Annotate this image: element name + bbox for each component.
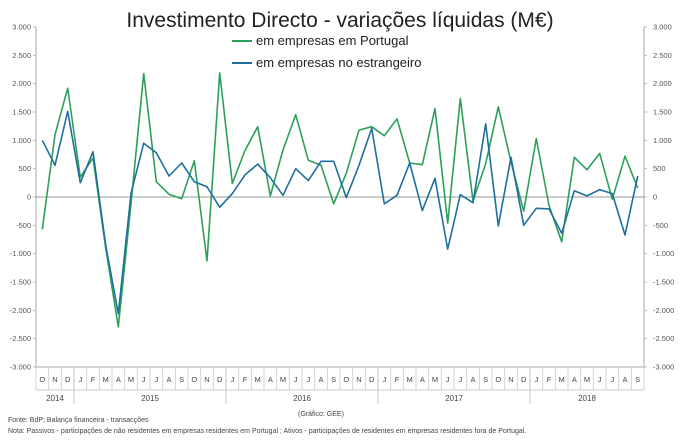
year-label: 2014 bbox=[46, 394, 64, 403]
year-label: 2017 bbox=[445, 394, 463, 403]
y-tick-label: -1.000 bbox=[10, 249, 31, 258]
y-tick-label: 1.000 bbox=[653, 136, 672, 145]
legend: em empresas em Portugal em empresas no e… bbox=[232, 33, 421, 70]
footnote: Nota: Passivos - participações de não re… bbox=[8, 428, 526, 435]
x-tick-label: A bbox=[470, 375, 475, 384]
y-tick-label: -500 bbox=[653, 221, 668, 230]
y-tick-label: 1.500 bbox=[12, 108, 31, 117]
x-tick-label: N bbox=[52, 375, 57, 384]
x-tick-label: S bbox=[331, 375, 336, 384]
x-tick-label: M bbox=[255, 375, 261, 384]
x-tick-label: M bbox=[103, 375, 109, 384]
y-tick-label: -3.000 bbox=[653, 363, 674, 372]
legend-label-abroad: em empresas no estrangeiro bbox=[256, 55, 421, 70]
y-tick-label: 2.500 bbox=[12, 51, 31, 60]
y-tick-label: 500 bbox=[18, 164, 31, 173]
y-tick-label: -2.500 bbox=[653, 334, 674, 343]
x-tick-label: J bbox=[142, 375, 146, 384]
x-tick-label: M bbox=[432, 375, 438, 384]
year-label: 2015 bbox=[141, 394, 159, 403]
year-label: 2018 bbox=[578, 394, 596, 403]
x-tick-label: M bbox=[407, 375, 413, 384]
year-label: 2016 bbox=[293, 394, 311, 403]
x-tick-label: A bbox=[420, 375, 425, 384]
x-tick-label: J bbox=[446, 375, 450, 384]
x-tick-label: J bbox=[230, 375, 234, 384]
x-tick-label: F bbox=[547, 375, 552, 384]
x-tick-label: A bbox=[318, 375, 323, 384]
x-tick-label: D bbox=[521, 375, 527, 384]
x-tick-label: J bbox=[306, 375, 310, 384]
x-tick-label: S bbox=[483, 375, 488, 384]
y-tick-label: 0 bbox=[653, 193, 657, 202]
y-tick-label: -1.500 bbox=[10, 278, 31, 287]
y-tick-label: -2.000 bbox=[653, 306, 674, 315]
x-tick-label: S bbox=[635, 375, 640, 384]
x-tick-label: D bbox=[217, 375, 223, 384]
y-tick-label: 3.000 bbox=[653, 23, 672, 32]
x-tick-label: N bbox=[356, 375, 361, 384]
x-axis-years: 2014 2015 2016 2017 2018 bbox=[46, 394, 596, 403]
x-tick-label: M bbox=[280, 375, 286, 384]
x-tick-label: A bbox=[622, 375, 627, 384]
x-tick-label: J bbox=[458, 375, 462, 384]
chart-title: Investimento Directo - variações líquida… bbox=[126, 9, 553, 32]
x-tick-label: A bbox=[268, 375, 273, 384]
x-tick-label: F bbox=[243, 375, 248, 384]
x-tick-label: F bbox=[395, 375, 400, 384]
y-tick-label: 500 bbox=[653, 164, 666, 173]
series-line-abroad bbox=[41, 110, 639, 315]
series-lines bbox=[41, 72, 639, 328]
y-tick-label: -500 bbox=[16, 221, 31, 230]
y-tick-label: -1.500 bbox=[653, 278, 674, 287]
y-tick-label: 2.000 bbox=[653, 79, 672, 88]
x-tick-label: J bbox=[382, 375, 386, 384]
x-tick-label: M bbox=[584, 375, 590, 384]
x-tick-label: J bbox=[534, 375, 538, 384]
x-tick-label: M bbox=[128, 375, 134, 384]
x-tick-label: D bbox=[65, 375, 71, 384]
x-tick-label: M bbox=[559, 375, 565, 384]
y-tick-label: 1.000 bbox=[12, 136, 31, 145]
y-tick-label: -3.000 bbox=[10, 363, 31, 372]
legend-label-portugal: em empresas em Portugal bbox=[256, 33, 409, 48]
x-tick-label: A bbox=[572, 375, 577, 384]
graphic-credit: (Gráfico: GEE) bbox=[298, 411, 344, 418]
y-axis-right: 3.000 2.500 2.000 1.500 1.000 500 0 -500 -1.000 -… bbox=[644, 23, 674, 372]
x-tick-label: O bbox=[39, 375, 45, 384]
y-tick-label: -2.000 bbox=[10, 306, 31, 315]
x-tick-label: O bbox=[495, 375, 501, 384]
y-tick-label: 1.500 bbox=[653, 108, 672, 117]
x-tick-label: F bbox=[91, 375, 96, 384]
x-tick-label: J bbox=[154, 375, 158, 384]
x-tick-label: O bbox=[343, 375, 349, 384]
source-note: Fonte: BdP; Balança financeira - transac… bbox=[8, 417, 149, 424]
x-tick-label: D bbox=[369, 375, 375, 384]
y-tick-label: -2.500 bbox=[10, 334, 31, 343]
x-tick-label: A bbox=[166, 375, 171, 384]
x-tick-label: A bbox=[116, 375, 121, 384]
x-tick-label: J bbox=[610, 375, 614, 384]
y-tick-label: 2.500 bbox=[653, 51, 672, 60]
y-axis-left: 3.000 2.500 2.000 1.500 1.000 500 0 -500 -1.000 -… bbox=[10, 23, 36, 372]
x-tick-label: O bbox=[191, 375, 197, 384]
x-tick-label: J bbox=[598, 375, 602, 384]
y-tick-label: 2.000 bbox=[12, 79, 31, 88]
x-tick-label: S bbox=[179, 375, 184, 384]
y-tick-label: 3.000 bbox=[12, 23, 31, 32]
y-tick-label: -1.000 bbox=[653, 249, 674, 258]
y-tick-label: 0 bbox=[27, 193, 31, 202]
x-tick-label: N bbox=[204, 375, 209, 384]
series-line-portugal bbox=[41, 72, 639, 328]
x-tick-label: N bbox=[508, 375, 513, 384]
x-tick-label: J bbox=[294, 375, 298, 384]
x-tick-label: J bbox=[78, 375, 82, 384]
